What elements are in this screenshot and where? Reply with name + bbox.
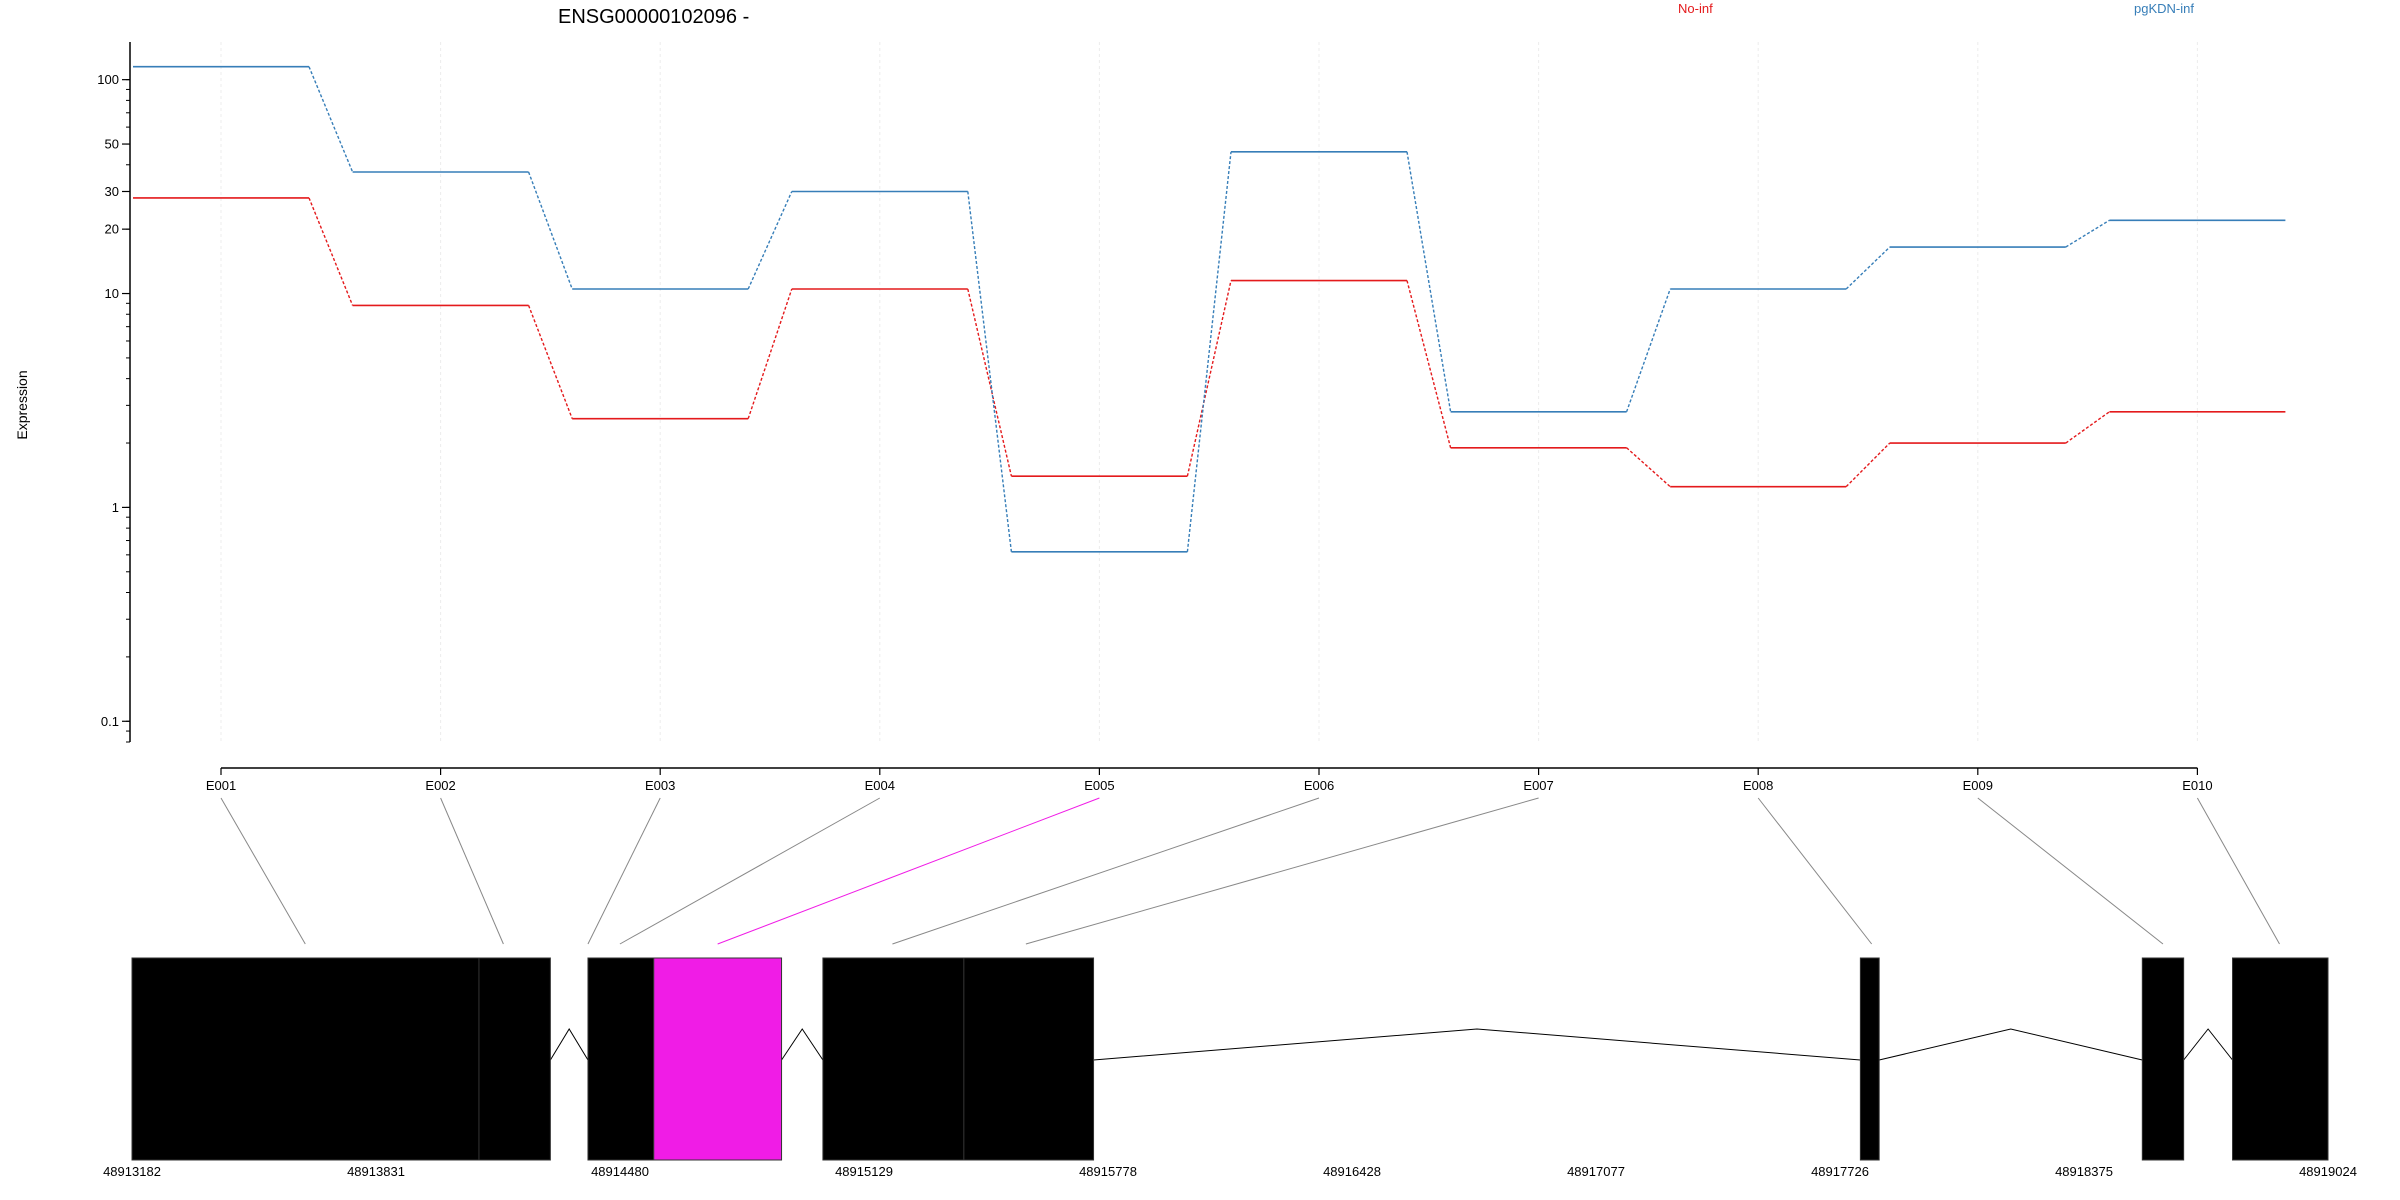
connector-pgkdn-inf	[1186, 151, 1232, 552]
exon-connector-e004	[619, 797, 881, 945]
y-tick-label-10: 10	[105, 286, 119, 301]
connector-no-inf	[747, 288, 793, 419]
exon-block	[1859, 957, 1880, 1161]
x-tick-label-e001: E001	[206, 778, 236, 793]
exon-connector-e007	[1025, 797, 1539, 945]
coordinate-label-48915129: 48915129	[835, 1164, 893, 1179]
exon-block	[2141, 957, 2185, 1161]
connector-pgkdn-inf	[967, 191, 1013, 552]
y-axis-label: Expression	[14, 370, 30, 439]
exon-block	[587, 957, 655, 1161]
connector-no-inf	[1626, 447, 1671, 488]
connector-pgkdn-inf	[1406, 151, 1452, 412]
x-tick-label-e006: E006	[1304, 778, 1334, 793]
intron-line	[549, 1028, 589, 1061]
exon-connector-e001	[220, 797, 306, 945]
chart-title: ENSG00000102096 -	[558, 6, 749, 28]
connector-no-inf	[1186, 280, 1232, 477]
grid-lines	[220, 42, 2198, 742]
y-tick-label-100: 100	[97, 72, 119, 87]
intron-line	[1879, 1028, 2143, 1061]
coordinate-label-48919024: 48919024	[2299, 1164, 2357, 1179]
exon-connector-e006	[892, 797, 1320, 945]
connector-no-inf	[1845, 442, 1891, 488]
x-tick-label-e009: E009	[1963, 778, 1993, 793]
coordinate-label-48917726: 48917726	[1811, 1164, 1869, 1179]
series-pgkdn-inf	[133, 65, 2286, 553]
x-tick-label-e003: E003	[645, 778, 675, 793]
legend-entry-no-inf: No-inf	[1678, 1, 1713, 16]
series-lines	[133, 65, 2286, 553]
series-no-inf	[133, 197, 2286, 488]
intron-line	[2183, 1028, 2233, 1061]
x-tick-label-e002: E002	[425, 778, 455, 793]
y-axis: 0.1 1 10 20 30 50 100	[97, 42, 131, 743]
connector-no-inf	[308, 197, 354, 306]
coordinate-label-48918375: 48918375	[2055, 1164, 2113, 1179]
exon-block-highlighted	[653, 957, 783, 1161]
x-tick-label-e008: E008	[1743, 778, 1773, 793]
x-tick-label-e007: E007	[1523, 778, 1553, 793]
connector-pgkdn-inf	[747, 191, 793, 290]
gene-model	[131, 957, 2329, 1161]
connector-pgkdn-inf	[2065, 219, 2110, 248]
exon-connector-e009	[1977, 797, 2164, 945]
exon-block	[822, 957, 965, 1161]
exon-block	[478, 957, 551, 1161]
y-tick-label-30: 30	[105, 184, 119, 199]
exon-block	[2232, 957, 2329, 1161]
coordinate-label-48913831: 48913831	[347, 1164, 405, 1179]
connector-no-inf	[527, 305, 573, 419]
connector-no-inf	[2065, 411, 2110, 444]
exon-connector-e008	[1757, 797, 1873, 945]
coordinate-label-48914480: 48914480	[591, 1164, 649, 1179]
exon-block	[131, 957, 480, 1161]
exon-connector-e002	[440, 797, 504, 945]
connector-no-inf	[967, 288, 1013, 477]
connector-pgkdn-inf	[527, 171, 573, 290]
y-tick-label-50: 50	[105, 137, 119, 152]
coordinate-label-48916428: 48916428	[1323, 1164, 1381, 1179]
legend-entry-pgkdn-inf: pgKDN-inf	[2134, 1, 2194, 16]
coordinate-label-48917077: 48917077	[1567, 1164, 1625, 1179]
exon-connector-e010	[2196, 797, 2280, 945]
coordinate-label-48913182: 48913182	[103, 1164, 161, 1179]
connector-pgkdn-inf	[308, 66, 354, 173]
exon-connector-e005	[717, 797, 1100, 945]
x-tick-label-e010: E010	[2182, 778, 2212, 793]
y-tick-label-1: 1	[112, 500, 119, 515]
exon-connector-e003	[587, 797, 661, 945]
x-tick-label-e005: E005	[1084, 778, 1114, 793]
y-tick-label-0-1: 0.1	[101, 714, 119, 729]
exon-block	[963, 957, 1095, 1161]
connector-no-inf	[1406, 280, 1452, 448]
intron-line	[1093, 1028, 1861, 1061]
exon-connector-lines	[220, 797, 2280, 945]
intron-line	[781, 1028, 824, 1061]
coordinate-label-48915778: 48915778	[1079, 1164, 1137, 1179]
connector-pgkdn-inf	[1625, 288, 1671, 413]
x-tick-label-e004: E004	[865, 778, 895, 793]
y-tick-label-20: 20	[105, 222, 119, 237]
x-axis: E001 E002 E003 E004 E005 E006 E007 E008 E009 E010	[206, 767, 2213, 793]
genomic-coordinate-axis: 48913182 48913831 48914480 48915129 48915778…	[103, 1164, 2357, 1179]
connector-pgkdn-inf	[1845, 246, 1891, 290]
